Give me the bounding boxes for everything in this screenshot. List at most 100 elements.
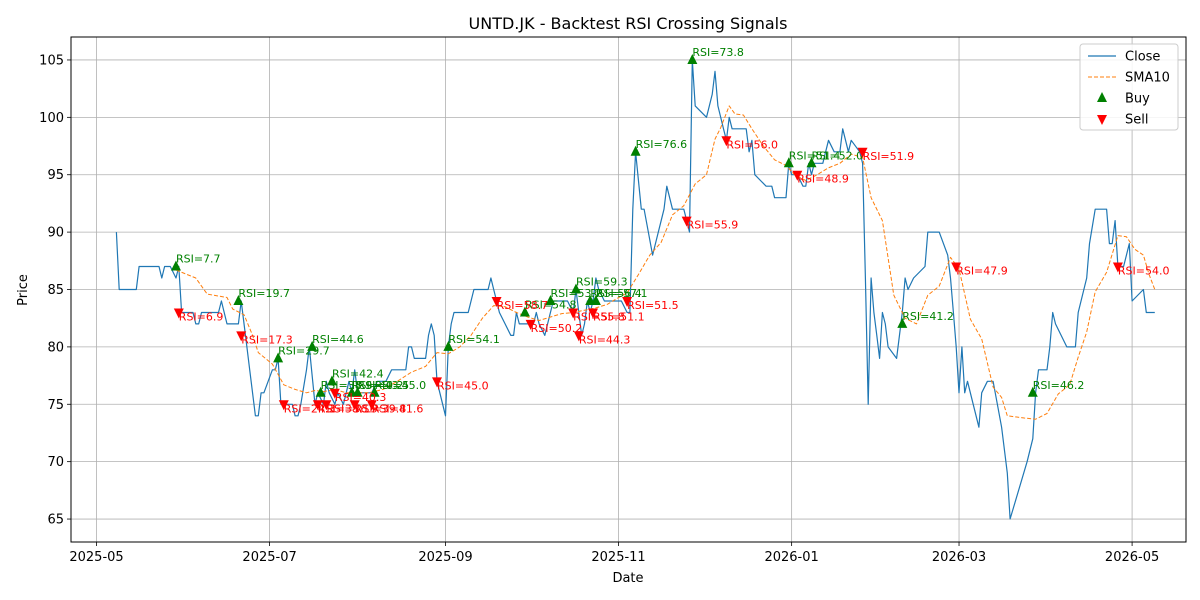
buy-marker: [590, 294, 601, 305]
sell-annotation: RSI=51.5: [627, 299, 679, 312]
buy-marker: [1027, 386, 1038, 397]
buy-annotation: RSI=59.3: [576, 276, 628, 289]
sell-marker: [857, 147, 868, 158]
buy-annotation: RSI=7.7: [176, 253, 221, 266]
sell-marker: [573, 331, 584, 342]
buy-annotation: RSI=43.5: [358, 379, 410, 392]
x-tick-label: 2026-03: [932, 550, 986, 565]
sell-annotation: RSI=56.0: [726, 138, 778, 151]
sell-marker: [312, 400, 323, 411]
sell-annotation: RSI=44.3: [579, 333, 631, 346]
buy-annotation: RSI=42.4: [332, 367, 384, 380]
sell-marker: [173, 308, 184, 319]
buy-marker: [897, 317, 908, 328]
sell-annotation: RSI=6.9: [179, 310, 224, 323]
buy-marker: [519, 306, 530, 317]
sell-marker: [951, 262, 962, 273]
y-tick-label: 95: [47, 168, 64, 183]
y-tick-label: 70: [47, 455, 64, 470]
y-tick-label: 105: [39, 53, 64, 68]
sell-marker: [622, 296, 633, 307]
buy-marker: [315, 386, 326, 397]
buy-marker: [352, 386, 363, 397]
sell-marker: [721, 136, 732, 147]
y-axis: 65 70 75 80 85 90 95 100 105: [39, 53, 71, 528]
buy-marker: [273, 352, 284, 363]
sell-annotation: RSI=24.3: [284, 402, 336, 415]
buy-marker: [783, 157, 794, 168]
x-axis: 2025-05 2025-07 2025-09 2025-11 2026-01 2026-…: [69, 542, 1159, 565]
y-tick-label: 75: [47, 398, 64, 413]
y-axis-title: Price: [16, 274, 31, 306]
buy-marker: [806, 157, 817, 168]
sell-marker: [278, 400, 289, 411]
buy-annotation: RSI=52.0: [811, 149, 863, 162]
sell-annotation: RSI=54.0: [1118, 265, 1170, 278]
buy-annotation: RSI=45.0: [375, 379, 427, 392]
sell-annotation: RSI=45.0: [437, 379, 489, 392]
buy-annotation: RSI=57.1: [596, 287, 648, 300]
sell-marker: [525, 319, 536, 330]
legend-label-close: Close: [1125, 50, 1160, 65]
x-tick-label: 2025-05: [69, 550, 123, 565]
buy-marker: [687, 53, 698, 64]
y-tick-label: 80: [47, 340, 64, 355]
sell-marker: [349, 400, 360, 411]
buy-marker: [630, 145, 641, 156]
buy-marker: [233, 294, 244, 305]
buy-marker: [545, 294, 556, 305]
x-tick-label: 2025-09: [418, 550, 472, 565]
x-tick-label: 2025-11: [591, 550, 645, 565]
sell-annotation: RSI=55.8: [573, 310, 625, 323]
sell-annotation: RSI=17.3: [241, 333, 293, 346]
series-line-close: [115, 59, 1155, 520]
sell-marker: [321, 400, 332, 411]
buy-marker: [571, 283, 582, 294]
sell-marker: [568, 308, 579, 319]
buy-annotation: RSI=76.6: [636, 138, 688, 151]
buy-annotation: RSI=41.2: [902, 310, 954, 323]
legend-label-buy: Buy: [1125, 92, 1150, 107]
sell-annotation: RSI=39.8: [355, 402, 407, 415]
sell-marker: [236, 331, 247, 342]
sell-annotation: RSI=48.9: [797, 173, 849, 186]
buy-marker: [327, 375, 338, 386]
series-line-sma10: [175, 105, 1156, 420]
sell-annotation: RSI=58.7: [497, 299, 549, 312]
legend-label-sma: SMA10: [1125, 71, 1170, 86]
sell-annotation: RSI=41.6: [372, 402, 424, 415]
buy-marker: [307, 340, 318, 351]
buy-annotation: RSI=29.7: [278, 344, 330, 357]
legend-swatch-buy: [1097, 92, 1107, 102]
y-tick-label: 65: [47, 513, 64, 528]
sell-marker: [681, 216, 692, 227]
sell-annotation: RSI=36.9: [326, 402, 378, 415]
buy-annotation: RSI=19.7: [238, 287, 290, 300]
legend-label-sell: Sell: [1125, 113, 1148, 128]
x-axis-title: Date: [612, 571, 643, 586]
sell-annotation: RSI=50.2: [531, 322, 583, 335]
legend: Close SMA10 Buy Sell: [1079, 43, 1179, 131]
y-tick-label: 100: [39, 111, 64, 126]
buy-annotation: RSI=54.1: [448, 333, 500, 346]
buy-annotation: RSI=46.2: [1033, 379, 1085, 392]
legend-swatch-sell: [1097, 115, 1107, 125]
chart-title: UNTD.JK - Backtest RSI Crossing Signals: [469, 14, 788, 33]
y-tick-label: 85: [47, 283, 64, 298]
buy-marker: [443, 340, 454, 351]
buy-annotation: RSI=73.8: [692, 46, 744, 59]
sell-annotation: RSI=51.9: [863, 150, 915, 163]
sell-marker: [792, 170, 803, 181]
sell-annotation: RSI=51.1: [593, 310, 645, 323]
x-tick-label: 2025-07: [242, 550, 296, 565]
sell-marker: [491, 296, 502, 307]
y-tick-label: 90: [47, 226, 64, 241]
legend-box: [1079, 43, 1179, 131]
sell-annotation: RSI=47.9: [956, 265, 1008, 278]
sell-marker: [366, 400, 377, 411]
buy-annotation: RSI=40.2: [352, 379, 404, 392]
sell-marker: [1112, 262, 1123, 273]
buy-annotation: RSI=56.4: [590, 287, 642, 300]
sell-annotation: RSI=55.9: [687, 219, 739, 232]
